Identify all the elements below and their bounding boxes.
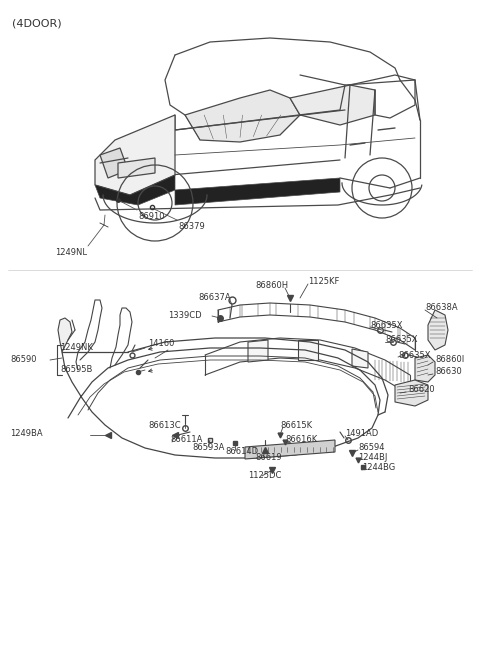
Text: 14160: 14160	[148, 339, 174, 348]
Text: 1339CD: 1339CD	[168, 310, 202, 320]
Text: 1125DC: 1125DC	[248, 470, 281, 479]
Polygon shape	[415, 355, 435, 382]
Text: 86611A: 86611A	[170, 436, 203, 445]
Polygon shape	[95, 175, 175, 205]
Text: 1249BA: 1249BA	[10, 428, 43, 438]
Text: 1244BJ: 1244BJ	[358, 453, 387, 462]
Text: 86638A: 86638A	[425, 303, 457, 312]
Text: 86619: 86619	[255, 453, 282, 462]
Polygon shape	[298, 340, 318, 360]
Text: 1491AD: 1491AD	[345, 428, 378, 438]
Text: 86635X: 86635X	[398, 350, 431, 360]
Text: 86593A: 86593A	[192, 443, 224, 451]
Polygon shape	[175, 178, 340, 205]
Text: 1125KF: 1125KF	[308, 276, 339, 286]
Text: 86860H: 86860H	[255, 282, 288, 291]
Text: 86635X: 86635X	[385, 335, 418, 345]
Text: 86620: 86620	[408, 386, 434, 394]
Text: 86637A: 86637A	[198, 293, 230, 303]
Polygon shape	[245, 440, 335, 459]
Text: 86614D: 86614D	[225, 447, 258, 457]
Text: 86615K: 86615K	[280, 421, 312, 430]
Text: 1249NK: 1249NK	[60, 343, 93, 352]
Text: 86635X: 86635X	[370, 320, 403, 329]
Polygon shape	[395, 380, 428, 406]
Polygon shape	[118, 158, 155, 178]
Polygon shape	[100, 148, 128, 178]
Text: 1249NL: 1249NL	[55, 248, 87, 257]
Text: 86595B: 86595B	[60, 365, 92, 375]
Text: 86616K: 86616K	[285, 436, 317, 445]
Text: 86860I: 86860I	[435, 356, 464, 364]
Polygon shape	[248, 340, 268, 362]
Polygon shape	[185, 90, 300, 142]
Text: 86630: 86630	[435, 367, 462, 377]
Text: (4DOOR): (4DOOR)	[12, 18, 61, 28]
Text: 86379: 86379	[178, 222, 205, 231]
Text: 1244BG: 1244BG	[362, 464, 395, 472]
Text: 86613C: 86613C	[148, 421, 180, 430]
Polygon shape	[95, 115, 175, 195]
Text: 86590: 86590	[10, 356, 36, 364]
Polygon shape	[290, 85, 375, 125]
Polygon shape	[352, 349, 368, 368]
Polygon shape	[58, 318, 72, 352]
Text: 86910: 86910	[138, 212, 165, 221]
Polygon shape	[428, 310, 448, 350]
Text: 86594: 86594	[358, 443, 384, 451]
